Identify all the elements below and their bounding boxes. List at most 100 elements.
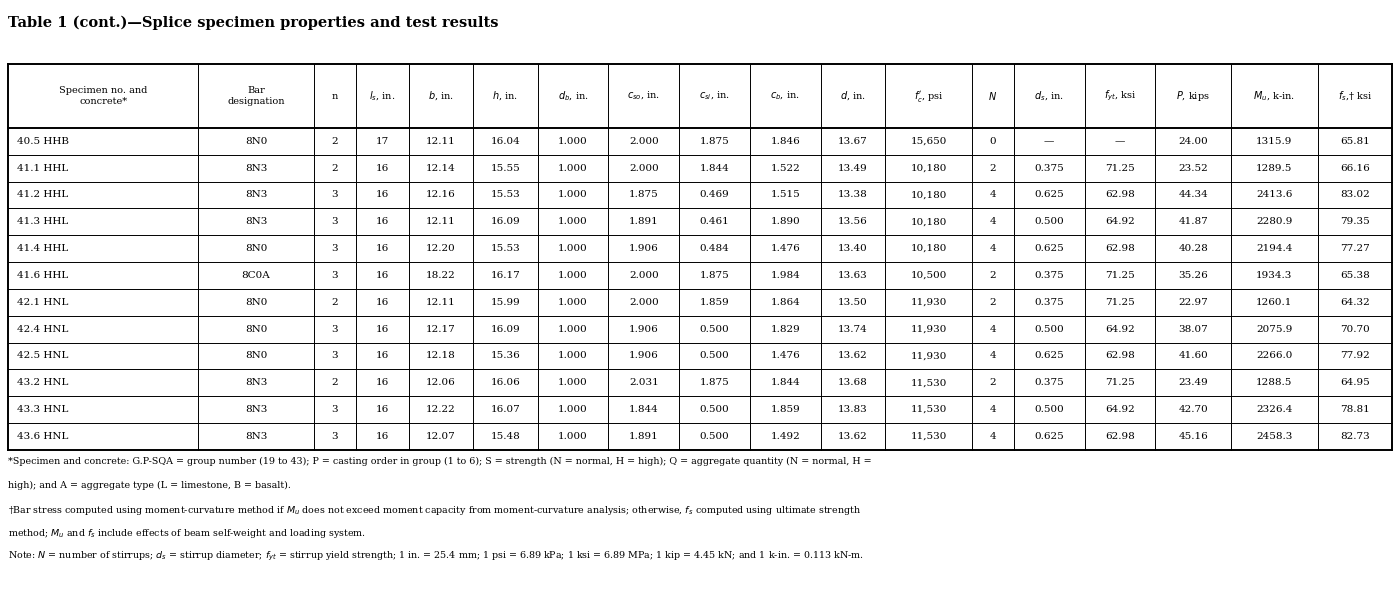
Text: 41.2 HHL: 41.2 HHL	[17, 190, 68, 200]
Text: 1289.5: 1289.5	[1256, 163, 1293, 173]
Text: 15.36: 15.36	[490, 351, 521, 360]
Text: 13.50: 13.50	[838, 298, 868, 307]
Text: 12.22: 12.22	[426, 405, 456, 414]
Text: 15,650: 15,650	[910, 137, 946, 146]
Text: 43.2 HNL: 43.2 HNL	[17, 378, 68, 387]
Text: 1.492: 1.492	[771, 432, 800, 441]
Text: 3: 3	[332, 432, 338, 441]
Text: 16.09: 16.09	[490, 324, 521, 334]
Text: 1.844: 1.844	[630, 405, 659, 414]
Text: 0.375: 0.375	[1034, 163, 1064, 173]
Text: 16: 16	[376, 432, 389, 441]
Text: 2: 2	[990, 378, 997, 387]
Text: 1.000: 1.000	[558, 190, 588, 200]
Text: $\it{d}$, in.: $\it{d}$, in.	[840, 90, 866, 102]
Text: 2: 2	[990, 298, 997, 307]
Text: 11,530: 11,530	[910, 405, 946, 414]
Text: 10,180: 10,180	[910, 190, 946, 200]
Text: 1.891: 1.891	[630, 432, 659, 441]
Text: 2458.3: 2458.3	[1256, 432, 1293, 441]
Text: 2: 2	[332, 298, 338, 307]
Text: 64.92: 64.92	[1106, 405, 1135, 414]
Text: 41.87: 41.87	[1178, 217, 1208, 226]
Text: 11,530: 11,530	[910, 378, 946, 387]
Text: 10,180: 10,180	[910, 217, 946, 226]
Text: 12.18: 12.18	[426, 351, 456, 360]
Text: 13.62: 13.62	[838, 432, 868, 441]
Text: 38.07: 38.07	[1178, 324, 1208, 334]
Text: 0.500: 0.500	[699, 405, 730, 414]
Text: 70.70: 70.70	[1340, 324, 1369, 334]
Text: 0.625: 0.625	[1034, 244, 1064, 253]
Text: 16: 16	[376, 405, 389, 414]
Text: 1.000: 1.000	[558, 163, 588, 173]
Text: $\it{f}_s$,† ksi: $\it{f}_s$,† ksi	[1337, 89, 1372, 103]
Text: 0: 0	[990, 137, 997, 146]
Text: 3: 3	[332, 405, 338, 414]
Text: 1.000: 1.000	[558, 432, 588, 441]
Text: method; $\it{M}_u$ and $\it{f}_s$ include effects of beam self-weight and loadin: method; $\it{M}_u$ and $\it{f}_s$ includ…	[8, 527, 366, 540]
Text: $\it{c}_{si}$, in.: $\it{c}_{si}$, in.	[699, 90, 730, 102]
Text: 1.875: 1.875	[699, 271, 730, 280]
Text: 16: 16	[376, 298, 389, 307]
Text: 8N3: 8N3	[244, 190, 267, 200]
Text: 1.859: 1.859	[699, 298, 730, 307]
Text: 12.11: 12.11	[426, 137, 456, 146]
Text: 62.98: 62.98	[1106, 244, 1135, 253]
Text: 62.98: 62.98	[1106, 190, 1135, 200]
Text: 12.14: 12.14	[426, 163, 456, 173]
Text: 77.92: 77.92	[1340, 351, 1369, 360]
Text: 44.34: 44.34	[1178, 190, 1208, 200]
Text: 0.500: 0.500	[1034, 324, 1064, 334]
Text: 1.906: 1.906	[630, 324, 659, 334]
Text: 1.000: 1.000	[558, 405, 588, 414]
Text: Bar
designation: Bar designation	[228, 86, 285, 106]
Text: 2: 2	[332, 378, 338, 387]
Text: 1.875: 1.875	[630, 190, 659, 200]
Text: 1.906: 1.906	[630, 351, 659, 360]
Text: 65.38: 65.38	[1340, 271, 1369, 280]
Text: 83.02: 83.02	[1340, 190, 1369, 200]
Text: 1.891: 1.891	[630, 217, 659, 226]
Text: Note: $N$ = number of stirrups; $\it{d}_s$ = stirrup diameter; $\it{f}_{yt}$ = s: Note: $N$ = number of stirrups; $\it{d}_…	[8, 550, 864, 563]
Text: 0.500: 0.500	[1034, 405, 1064, 414]
Text: 15.53: 15.53	[490, 190, 521, 200]
Text: 41.3 HHL: 41.3 HHL	[17, 217, 68, 226]
Text: 1.859: 1.859	[771, 405, 800, 414]
Text: 1.829: 1.829	[771, 324, 800, 334]
Text: 13.74: 13.74	[838, 324, 868, 334]
Text: 1.515: 1.515	[771, 190, 800, 200]
Text: 3: 3	[332, 190, 338, 200]
Text: 1.522: 1.522	[771, 163, 800, 173]
Text: 0.625: 0.625	[1034, 190, 1064, 200]
Text: 64.92: 64.92	[1106, 217, 1135, 226]
Text: 12.06: 12.06	[426, 378, 456, 387]
Text: 24.00: 24.00	[1178, 137, 1208, 146]
Text: 16: 16	[376, 244, 389, 253]
Text: n: n	[332, 92, 338, 100]
Text: 13.83: 13.83	[838, 405, 868, 414]
Text: 13.68: 13.68	[838, 378, 868, 387]
Text: 1.875: 1.875	[699, 137, 730, 146]
Text: 4: 4	[990, 405, 997, 414]
Text: 41.4 HHL: 41.4 HHL	[17, 244, 68, 253]
Text: 8C0A: 8C0A	[242, 271, 271, 280]
Text: 0.500: 0.500	[699, 432, 730, 441]
Text: 4: 4	[990, 351, 997, 360]
Text: 2: 2	[990, 163, 997, 173]
Text: $P$, kips: $P$, kips	[1177, 89, 1210, 103]
Text: 13.62: 13.62	[838, 351, 868, 360]
Text: 43.6 HNL: 43.6 HNL	[17, 432, 68, 441]
Text: 42.70: 42.70	[1178, 405, 1208, 414]
Text: 15.53: 15.53	[490, 244, 521, 253]
Text: †Bar stress computed using moment-curvature method if $\it{M}_u$ does not exceed: †Bar stress computed using moment-curvat…	[8, 504, 861, 517]
Text: 15.99: 15.99	[490, 298, 521, 307]
Text: 3: 3	[332, 244, 338, 253]
Text: 42.5 HNL: 42.5 HNL	[17, 351, 68, 360]
Text: 15.48: 15.48	[490, 432, 521, 441]
Text: 1315.9: 1315.9	[1256, 137, 1293, 146]
Text: 16: 16	[376, 190, 389, 200]
Text: 62.98: 62.98	[1106, 351, 1135, 360]
Text: $\it{f}_{yt}$, ksi: $\it{f}_{yt}$, ksi	[1104, 89, 1136, 103]
Text: 1.864: 1.864	[771, 298, 800, 307]
